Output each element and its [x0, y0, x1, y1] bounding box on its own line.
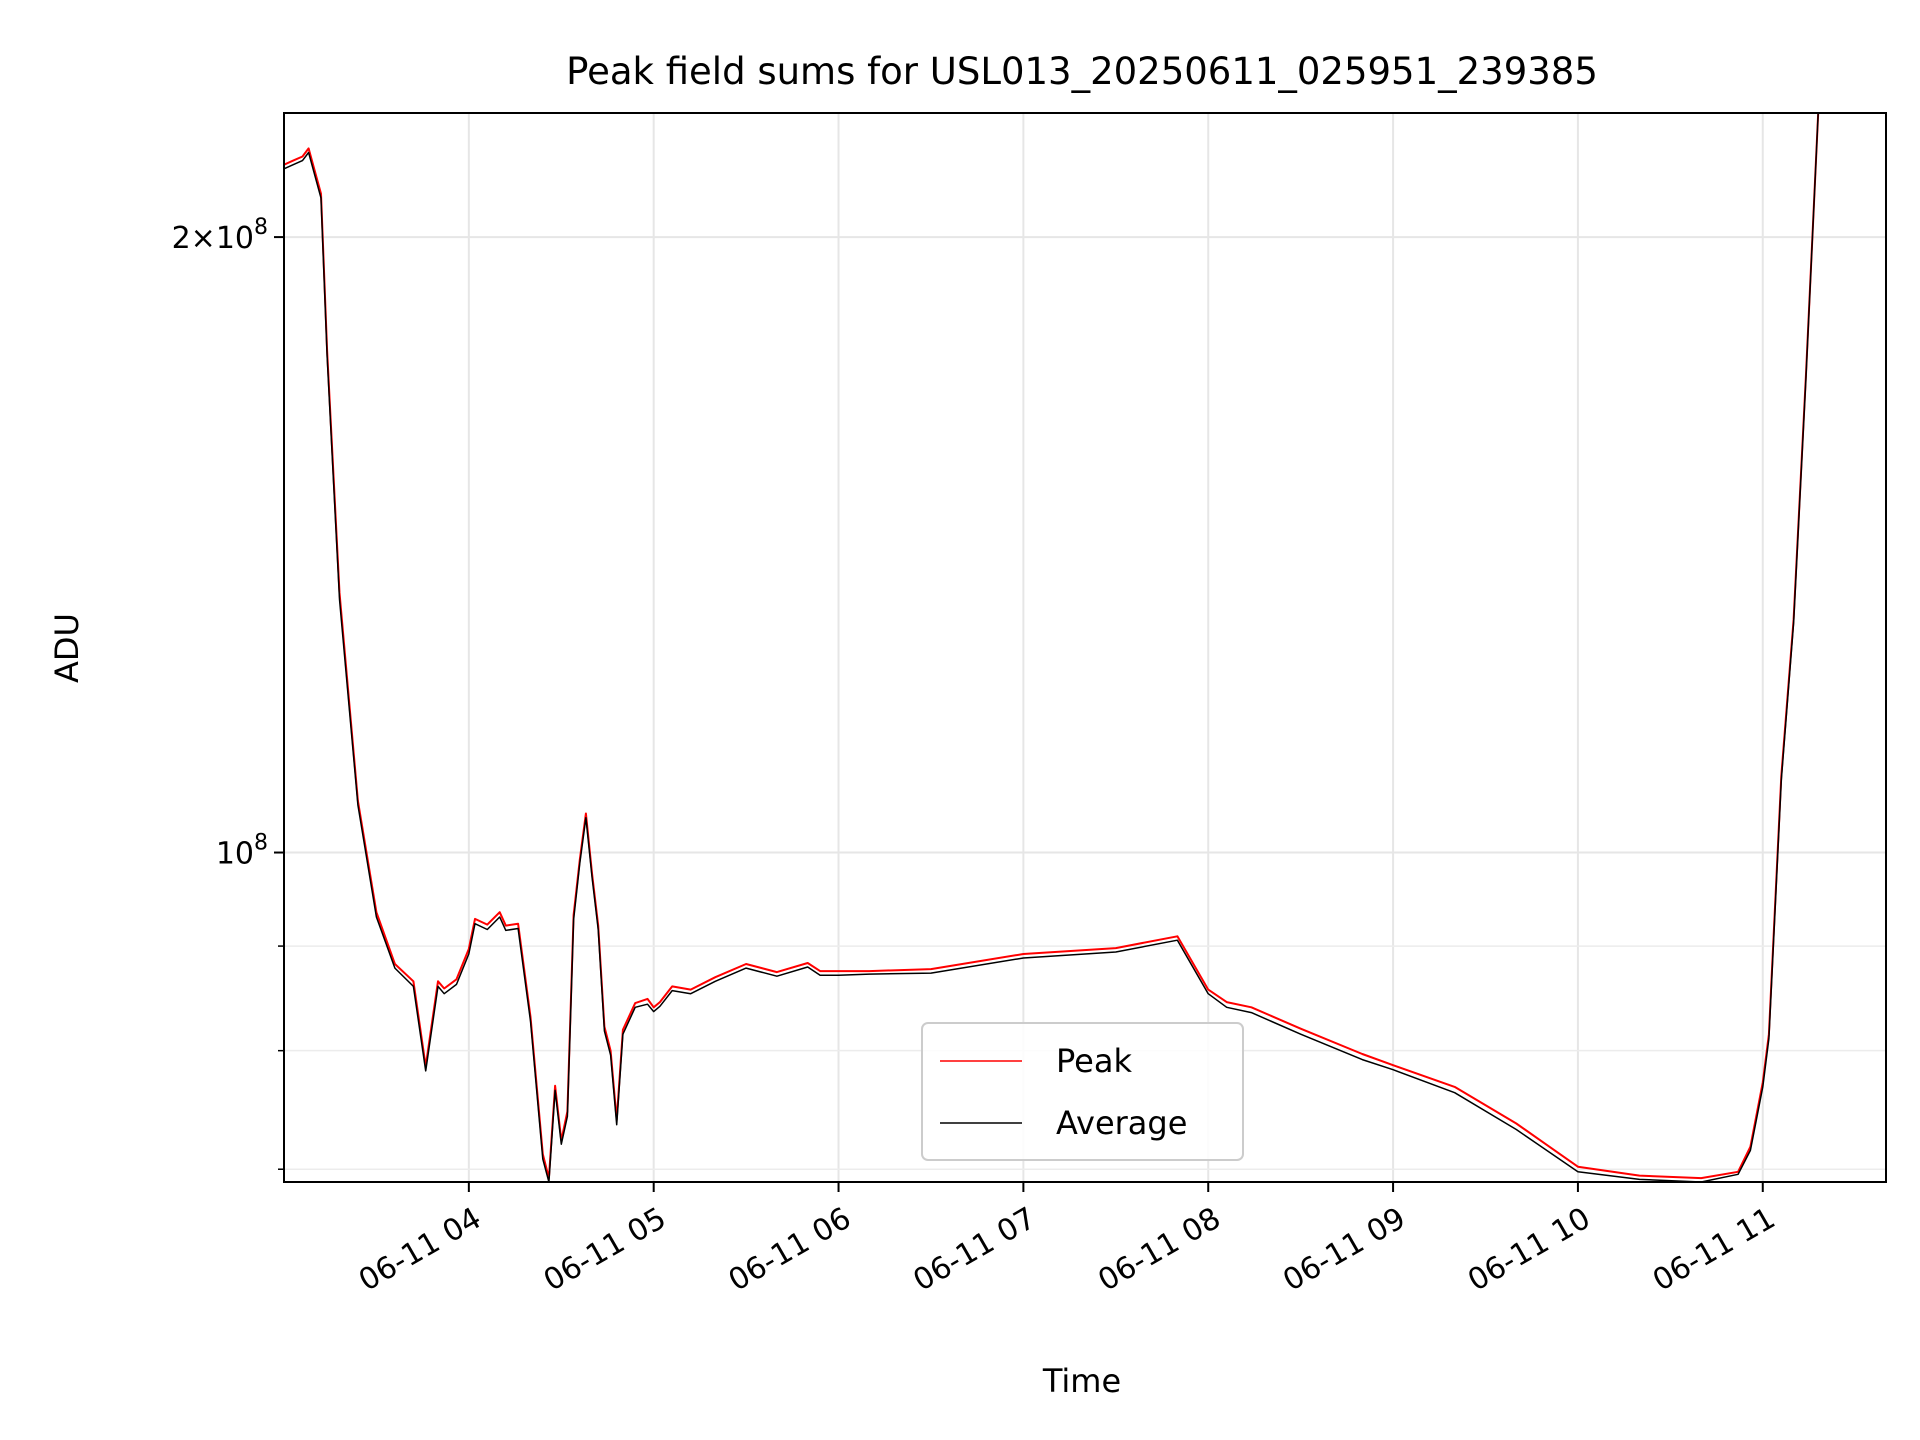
- chart-title: Peak field sums for USL013_20250611_0259…: [566, 50, 1598, 93]
- series-line-peak: [284, 113, 1886, 1180]
- series-layer: [284, 113, 1886, 1182]
- legend-label-peak: Peak: [1056, 1042, 1132, 1080]
- legend: Peak Average: [921, 1022, 1244, 1161]
- grid: [284, 113, 1886, 1182]
- legend-label-average: Average: [1056, 1104, 1187, 1142]
- y-tick-label: 2×108: [172, 215, 268, 256]
- y-tick-label: 108: [216, 831, 268, 872]
- legend-box: [921, 1022, 1244, 1161]
- y-axis-title: ADU: [48, 613, 86, 683]
- plot-frame: [283, 112, 1887, 1183]
- x-axis-title: Time: [1042, 1362, 1121, 1400]
- series-line-average: [284, 113, 1886, 1182]
